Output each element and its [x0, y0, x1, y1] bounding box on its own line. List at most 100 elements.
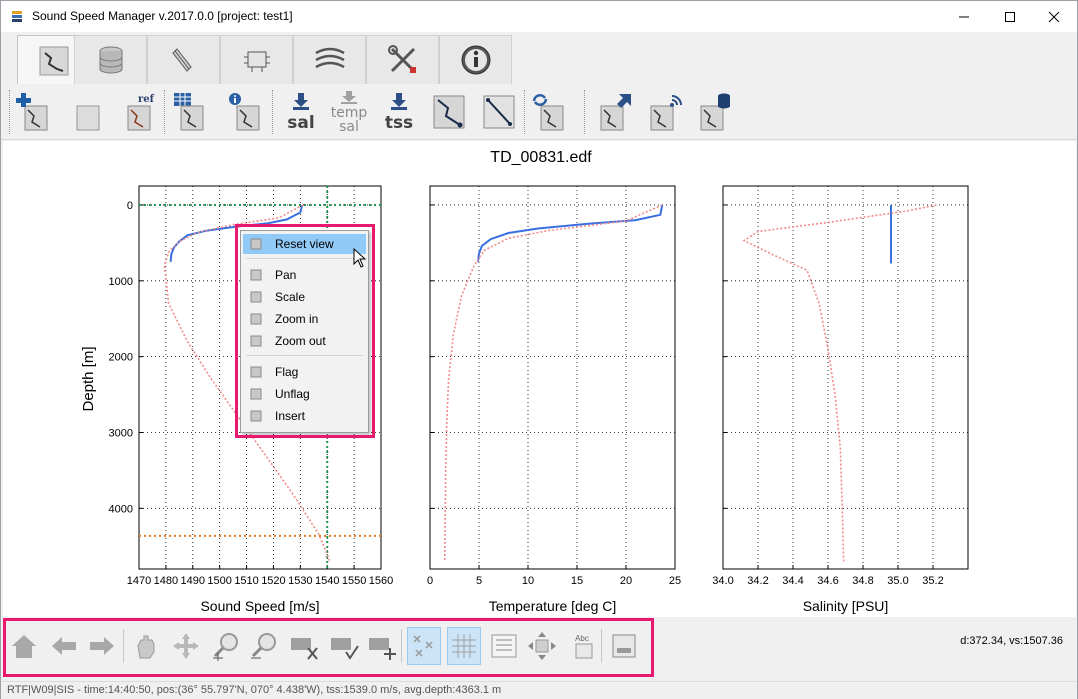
x-tick-label: 34.2	[747, 575, 768, 587]
reference-profile-icon: ref	[127, 94, 155, 131]
toolbar-separator	[584, 90, 585, 134]
menu-separator	[246, 258, 363, 259]
insert-icon	[250, 410, 262, 422]
x-tick-label: 10	[522, 575, 534, 587]
x-tick-label: 1540	[315, 575, 339, 587]
export-button[interactable]	[607, 627, 641, 665]
menu-item-flag[interactable]: Flag	[243, 362, 366, 382]
zoom-in-button[interactable]	[209, 627, 243, 665]
ref-label: ref	[138, 94, 155, 105]
legend-button[interactable]	[487, 627, 521, 665]
tab-survey[interactable]	[147, 35, 220, 84]
insert-button[interactable]	[365, 627, 399, 665]
close-icon	[1048, 11, 1060, 22]
minimize-button[interactable]	[941, 1, 987, 32]
labels-icon: Abc	[575, 634, 593, 659]
download-temp-sal-icon: temp sal	[331, 91, 367, 134]
toolbar-separator	[9, 90, 10, 134]
save-to-database-button[interactable]	[697, 90, 733, 134]
menu-item-pan[interactable]: Pan	[243, 265, 366, 285]
zoom-out-icon	[251, 633, 276, 659]
svg-text:Abc: Abc	[575, 634, 589, 643]
menu-item-label: Insert	[275, 409, 306, 423]
retrieve-salinity-button[interactable]: sal	[283, 90, 319, 134]
clear-data-button[interactable]	[69, 90, 105, 134]
spreadsheet-button[interactable]	[171, 90, 207, 134]
menu-item-label: Flag	[275, 365, 299, 379]
restart-processing-button[interactable]	[531, 90, 567, 134]
zoom-in-icon	[250, 313, 262, 325]
pan-icon	[250, 269, 262, 281]
edit-profile-icon	[483, 95, 515, 129]
menu-item-label: Zoom in	[275, 312, 319, 326]
plot-figure[interactable]: TD_00831.edf Depth [m] 1470 1480 1490 1500 1…	[3, 141, 1076, 617]
plot-area-2	[429, 185, 676, 570]
reference-profile-button[interactable]: ref	[121, 90, 157, 134]
maximize-button[interactable]	[987, 1, 1033, 32]
flagged-visibility-icon	[413, 635, 433, 657]
y-tick-label: 1000	[109, 276, 133, 288]
edit-profile-button[interactable]	[481, 90, 517, 134]
unflag-button[interactable]	[327, 627, 361, 665]
temp-sal-label: sal	[339, 119, 359, 134]
export-profile-icon	[600, 94, 631, 131]
tab-database[interactable]	[74, 35, 147, 84]
x-axis-label: Sound Speed [m/s]	[200, 598, 319, 614]
y-tick-label: 2000	[109, 352, 133, 364]
menu-item-unflag[interactable]: Unflag	[243, 384, 366, 404]
forward-button[interactable]	[85, 627, 119, 665]
back-icon	[52, 637, 76, 655]
home-button[interactable]	[7, 627, 41, 665]
auto-range-button[interactable]	[525, 627, 559, 665]
y-tick-label: 4000	[109, 503, 133, 515]
x-tick-label: 34.0	[712, 575, 733, 587]
zoom-out-button[interactable]	[247, 627, 281, 665]
tab-refraction[interactable]	[293, 35, 366, 84]
scale-button[interactable]	[169, 627, 203, 665]
export-profile-button[interactable]	[597, 90, 633, 134]
labels-button[interactable]: Abc	[565, 627, 599, 665]
x-axis-label: Salinity [PSU]	[803, 598, 889, 614]
menu-item-zoom-out[interactable]: Zoom out	[243, 331, 366, 351]
flag-icon	[250, 366, 262, 378]
export-icon	[612, 634, 636, 658]
unflag-icon	[250, 388, 262, 400]
flagged-visibility-button[interactable]	[407, 627, 441, 665]
flag-button[interactable]	[287, 627, 321, 665]
close-button[interactable]	[1031, 1, 1077, 32]
menu-item-zoom-in[interactable]: Zoom in	[243, 309, 366, 329]
retrieve-tss-button[interactable]: tss	[381, 90, 417, 134]
metadata-button[interactable]	[227, 90, 263, 134]
menu-item-scale[interactable]: Scale	[243, 287, 366, 307]
maximize-icon	[1005, 11, 1015, 22]
navigation-toolbar: Abc d:372.34, vs:1507.36	[1, 617, 1077, 680]
tab-tools[interactable]	[366, 35, 439, 84]
auto-range-icon	[528, 632, 556, 660]
retrieve-temp-sal-button[interactable]: temp sal	[331, 90, 367, 134]
menu-item-reset-view[interactable]: Reset view	[243, 234, 366, 254]
menu-item-insert[interactable]: Insert	[243, 406, 366, 426]
tab-info[interactable]	[439, 35, 512, 84]
x-tick-label: 20	[620, 575, 632, 587]
home-icon	[250, 238, 262, 250]
transmit-profile-button[interactable]	[647, 90, 683, 134]
back-button[interactable]	[47, 627, 81, 665]
tab-bar	[1, 32, 1077, 85]
toolbar-separator	[164, 90, 165, 134]
survey-data-icon	[171, 48, 192, 72]
grid-button[interactable]	[447, 627, 481, 665]
extend-profile-button[interactable]	[431, 90, 467, 134]
pan-button[interactable]	[129, 627, 163, 665]
cursor-coordinates: d:372.34, vs:1507.36	[960, 635, 1063, 647]
x-tick-label: 1510	[234, 575, 258, 587]
zoom-in-icon	[213, 633, 238, 661]
extend-profile-icon	[433, 95, 465, 129]
menu-separator	[246, 355, 363, 356]
home-icon	[12, 635, 36, 658]
grid-icon	[452, 634, 476, 658]
tab-server[interactable]	[220, 35, 293, 84]
import-profile-button[interactable]	[15, 90, 51, 134]
x-tick-label: 34.8	[852, 575, 873, 587]
plot-canvas[interactable]: TD_00831.edf Depth [m] 1470 1480 1490 1500 1…	[3, 141, 1076, 617]
x-tick-label: 1470	[127, 575, 151, 587]
